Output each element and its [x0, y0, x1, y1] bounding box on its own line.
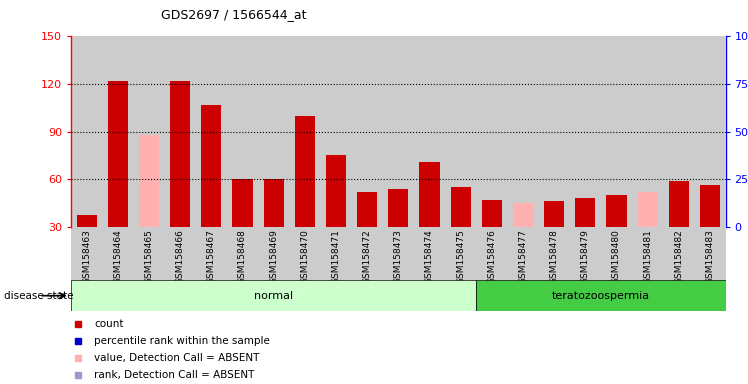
Text: GSM158463: GSM158463 — [82, 229, 91, 284]
Bar — [165, 227, 196, 280]
Text: GSM158478: GSM158478 — [550, 229, 559, 284]
Bar — [507, 36, 539, 227]
Text: count: count — [94, 318, 123, 329]
Text: GSM158468: GSM158468 — [238, 229, 247, 284]
Bar — [694, 36, 726, 227]
Text: GSM158464: GSM158464 — [113, 229, 123, 284]
Bar — [289, 227, 320, 280]
Text: value, Detection Call = ABSENT: value, Detection Call = ABSENT — [94, 353, 260, 363]
Bar — [352, 227, 383, 280]
Bar — [139, 135, 159, 227]
Bar — [258, 36, 289, 227]
Bar — [326, 155, 346, 227]
Text: disease state: disease state — [4, 291, 73, 301]
Text: GSM158476: GSM158476 — [487, 229, 497, 284]
Bar — [108, 81, 128, 227]
Bar — [482, 200, 502, 227]
Bar — [445, 227, 476, 280]
Bar — [445, 36, 476, 227]
Text: GSM158475: GSM158475 — [456, 229, 465, 284]
Bar — [258, 227, 289, 280]
Bar — [320, 227, 352, 280]
Bar — [637, 192, 657, 227]
Text: GSM158482: GSM158482 — [674, 229, 684, 284]
Bar — [539, 36, 570, 227]
Bar — [133, 36, 165, 227]
Text: GSM158479: GSM158479 — [580, 229, 590, 284]
Bar — [227, 36, 258, 227]
Bar — [476, 36, 507, 227]
Text: GSM158469: GSM158469 — [269, 229, 278, 284]
FancyBboxPatch shape — [476, 280, 726, 311]
Bar — [201, 104, 221, 227]
Bar — [196, 36, 227, 227]
Bar — [102, 227, 133, 280]
Text: GSM158472: GSM158472 — [363, 229, 372, 284]
Text: percentile rank within the sample: percentile rank within the sample — [94, 336, 270, 346]
Bar — [700, 185, 720, 227]
Bar — [71, 227, 102, 280]
Text: normal: normal — [254, 291, 293, 301]
Bar — [227, 227, 258, 280]
Bar — [263, 179, 283, 227]
Bar — [570, 36, 601, 227]
Bar — [476, 227, 507, 280]
Bar — [133, 227, 165, 280]
Bar — [601, 36, 632, 227]
Bar — [544, 201, 564, 227]
Text: GSM158477: GSM158477 — [518, 229, 527, 284]
Bar — [196, 227, 227, 280]
Bar — [570, 227, 601, 280]
Text: GSM158465: GSM158465 — [144, 229, 153, 284]
Text: GSM158483: GSM158483 — [705, 229, 714, 284]
Bar — [694, 227, 726, 280]
Bar — [450, 187, 470, 227]
Bar — [320, 36, 352, 227]
Bar — [170, 81, 190, 227]
Bar — [414, 36, 445, 227]
Bar — [165, 36, 196, 227]
Bar — [289, 36, 320, 227]
Bar — [663, 227, 694, 280]
Bar — [102, 36, 133, 227]
Bar — [513, 203, 533, 227]
Bar — [295, 116, 315, 227]
Text: GSM158474: GSM158474 — [425, 229, 434, 284]
Text: rank, Detection Call = ABSENT: rank, Detection Call = ABSENT — [94, 370, 254, 381]
Bar — [663, 36, 694, 227]
Bar — [669, 180, 689, 227]
Text: teratozoospermia: teratozoospermia — [552, 291, 650, 301]
Text: GSM158471: GSM158471 — [331, 229, 340, 284]
Bar — [383, 36, 414, 227]
Text: GSM158480: GSM158480 — [612, 229, 621, 284]
Text: GSM158473: GSM158473 — [393, 229, 403, 284]
Text: GDS2697 / 1566544_at: GDS2697 / 1566544_at — [161, 8, 307, 21]
Bar — [632, 227, 663, 280]
Bar — [383, 227, 414, 280]
FancyBboxPatch shape — [71, 280, 476, 311]
Text: GSM158481: GSM158481 — [643, 229, 652, 284]
Text: GSM158466: GSM158466 — [176, 229, 185, 284]
Bar — [76, 215, 96, 227]
Bar — [357, 192, 377, 227]
Bar — [539, 227, 570, 280]
Bar — [71, 36, 102, 227]
Bar — [233, 179, 253, 227]
Bar — [414, 227, 445, 280]
Bar — [507, 227, 539, 280]
Bar — [607, 195, 627, 227]
Text: GSM158470: GSM158470 — [300, 229, 310, 284]
Bar — [388, 189, 408, 227]
Text: GSM158467: GSM158467 — [206, 229, 216, 284]
Bar — [575, 198, 595, 227]
Bar — [601, 227, 632, 280]
Bar — [632, 36, 663, 227]
Bar — [352, 36, 383, 227]
Bar — [420, 162, 440, 227]
